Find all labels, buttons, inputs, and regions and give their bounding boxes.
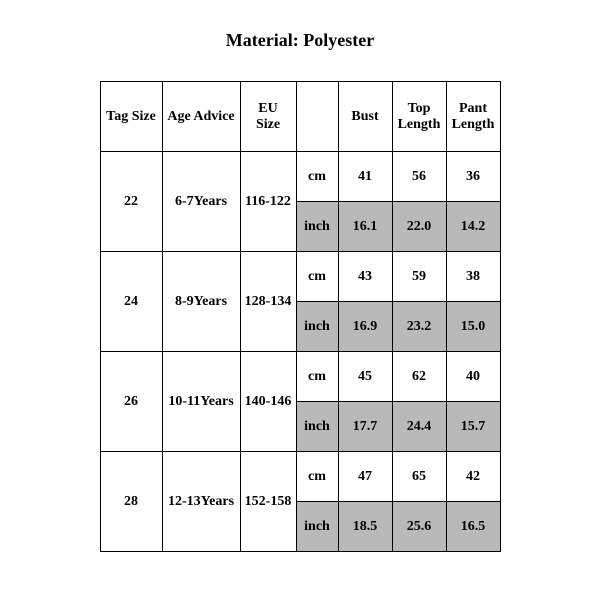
cell-bust-inch: 16.9 — [338, 302, 392, 352]
cell-unit-cm: cm — [296, 252, 338, 302]
cell-unit-cm: cm — [296, 352, 338, 402]
cell-tag-size: 28 — [100, 452, 162, 552]
cell-top-cm: 62 — [392, 352, 446, 402]
cell-pant-inch: 15.7 — [446, 402, 500, 452]
cell-top-cm: 65 — [392, 452, 446, 502]
cell-age-advice: 6-7Years — [162, 152, 240, 252]
col-bust: Bust — [338, 82, 392, 152]
cell-bust-cm: 45 — [338, 352, 392, 402]
table-row: 24 8-9Years 128-134 cm 43 59 38 — [100, 252, 500, 302]
cell-top-inch: 25.6 — [392, 502, 446, 552]
cell-eu-size: 152-158 — [240, 452, 296, 552]
cell-eu-size: 116-122 — [240, 152, 296, 252]
cell-pant-cm: 40 — [446, 352, 500, 402]
table-row: 22 6-7Years 116-122 cm 41 56 36 — [100, 152, 500, 202]
cell-eu-size: 140-146 — [240, 352, 296, 452]
cell-top-inch: 22.0 — [392, 202, 446, 252]
cell-bust-inch: 16.1 — [338, 202, 392, 252]
cell-unit-inch: inch — [296, 502, 338, 552]
cell-bust-inch: 18.5 — [338, 502, 392, 552]
col-unit — [296, 82, 338, 152]
col-eu-size: EU Size — [240, 82, 296, 152]
cell-tag-size: 22 — [100, 152, 162, 252]
col-age-advice: Age Advice — [162, 82, 240, 152]
cell-bust-inch: 17.7 — [338, 402, 392, 452]
cell-age-advice: 8-9Years — [162, 252, 240, 352]
col-tag-size: Tag Size — [100, 82, 162, 152]
cell-tag-size: 24 — [100, 252, 162, 352]
cell-unit-cm: cm — [296, 152, 338, 202]
table-row: 28 12-13Years 152-158 cm 47 65 42 — [100, 452, 500, 502]
cell-age-advice: 12-13Years — [162, 452, 240, 552]
col-pant-length: Pant Length — [446, 82, 500, 152]
cell-tag-size: 26 — [100, 352, 162, 452]
size-table: Tag Size Age Advice EU Size Bust Top Len… — [100, 81, 501, 552]
page-title: Material: Polyester — [0, 30, 600, 51]
cell-top-inch: 24.4 — [392, 402, 446, 452]
cell-top-inch: 23.2 — [392, 302, 446, 352]
cell-unit-inch: inch — [296, 302, 338, 352]
cell-unit-inch: inch — [296, 402, 338, 452]
cell-pant-cm: 38 — [446, 252, 500, 302]
cell-eu-size: 128-134 — [240, 252, 296, 352]
size-chart: Material: Polyester Tag Size Age Advice … — [0, 0, 600, 600]
cell-pant-inch: 16.5 — [446, 502, 500, 552]
cell-pant-cm: 42 — [446, 452, 500, 502]
cell-pant-cm: 36 — [446, 152, 500, 202]
cell-top-cm: 59 — [392, 252, 446, 302]
cell-bust-cm: 43 — [338, 252, 392, 302]
col-top-length: Top Length — [392, 82, 446, 152]
cell-pant-inch: 14.2 — [446, 202, 500, 252]
cell-unit-inch: inch — [296, 202, 338, 252]
cell-pant-inch: 15.0 — [446, 302, 500, 352]
cell-bust-cm: 47 — [338, 452, 392, 502]
table-body: 22 6-7Years 116-122 cm 41 56 36 inch 16.… — [100, 152, 500, 552]
table-header-row: Tag Size Age Advice EU Size Bust Top Len… — [100, 82, 500, 152]
cell-bust-cm: 41 — [338, 152, 392, 202]
cell-top-cm: 56 — [392, 152, 446, 202]
cell-unit-cm: cm — [296, 452, 338, 502]
cell-age-advice: 10-11Years — [162, 352, 240, 452]
table-row: 26 10-11Years 140-146 cm 45 62 40 — [100, 352, 500, 402]
